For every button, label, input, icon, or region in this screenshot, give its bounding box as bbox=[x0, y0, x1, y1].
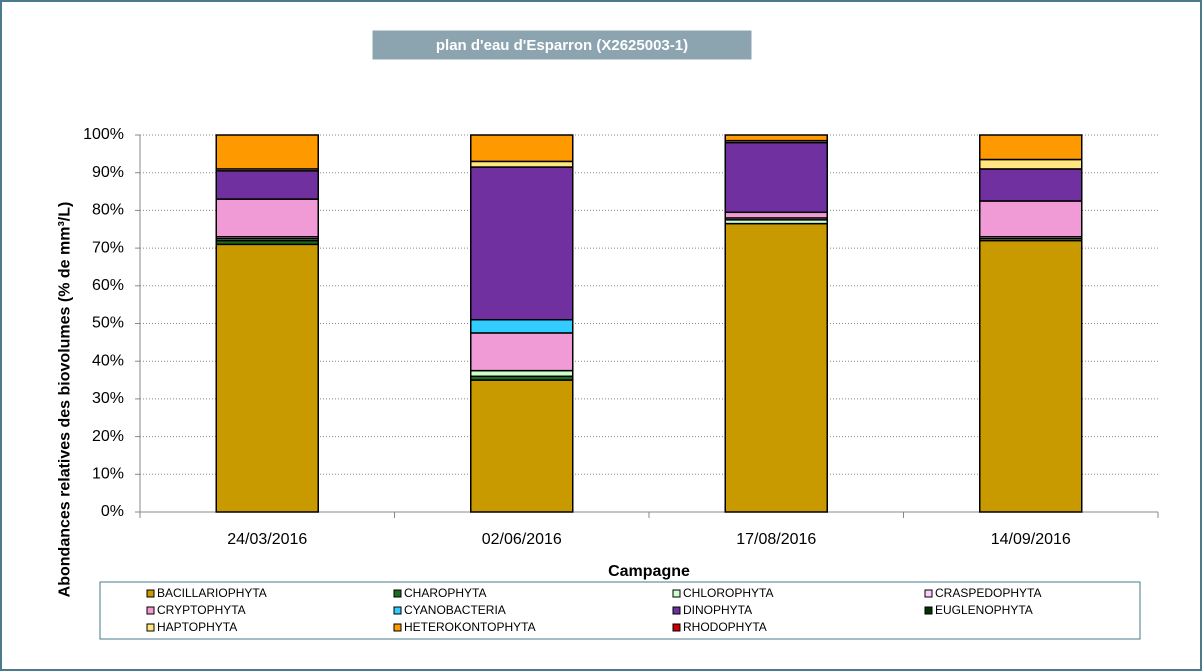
legend-label: EUGLENOPHYTA bbox=[935, 603, 1033, 617]
x-tick-label: 24/03/2016 bbox=[227, 531, 307, 548]
y-tick-label: 20% bbox=[92, 428, 124, 445]
legend-label: HETEROKONTOPHYTA bbox=[404, 620, 536, 634]
bar-segment bbox=[724, 141, 828, 214]
bar-segment bbox=[215, 243, 319, 513]
legend-swatch bbox=[672, 589, 681, 598]
legend-label: CHLOROPHYTA bbox=[683, 586, 773, 600]
y-tick-label: 0% bbox=[101, 503, 124, 520]
legend-swatch bbox=[393, 589, 402, 598]
bar-segment bbox=[979, 200, 1083, 238]
legend-swatch bbox=[146, 606, 155, 615]
legend-label: CRYPTOPHYTA bbox=[157, 603, 246, 617]
bar-segment bbox=[470, 379, 574, 513]
legend-box bbox=[99, 581, 1141, 640]
bar-segment bbox=[215, 170, 319, 200]
y-axis-label: Abondances relatives des biovolumes (% d… bbox=[56, 201, 74, 598]
y-tick-label: 60% bbox=[92, 277, 124, 294]
bar-segment bbox=[724, 222, 828, 513]
chart-title: plan d'eau d'Esparron (X2625003-1) bbox=[436, 37, 688, 54]
legend-swatch bbox=[393, 623, 402, 632]
y-tick-label: 70% bbox=[92, 239, 124, 256]
bar-segment bbox=[470, 134, 574, 163]
bar-segment bbox=[215, 198, 319, 238]
y-tick-label: 10% bbox=[92, 466, 124, 483]
bar-segment bbox=[724, 211, 828, 219]
bar-segment bbox=[470, 166, 574, 321]
legend-label: DINOPHYTA bbox=[683, 603, 752, 617]
legend-label: CRASPEDOPHYTA bbox=[935, 586, 1041, 600]
legend-label: CHAROPHYTA bbox=[404, 586, 486, 600]
legend-swatch bbox=[924, 589, 933, 598]
bar-segment bbox=[215, 134, 319, 170]
legend-label: HAPTOPHYTA bbox=[157, 620, 237, 634]
bar-segment bbox=[979, 158, 1083, 170]
y-tick-label: 30% bbox=[92, 390, 124, 407]
y-tick-label: 100% bbox=[83, 126, 124, 143]
bar-segment bbox=[979, 168, 1083, 202]
bar-segment bbox=[724, 134, 828, 142]
bar-segment bbox=[470, 160, 574, 168]
legend-swatch bbox=[672, 606, 681, 615]
bar-segment bbox=[470, 332, 574, 372]
legend-swatch bbox=[924, 606, 933, 615]
bar-segment bbox=[470, 369, 574, 378]
legend-swatch bbox=[146, 623, 155, 632]
title-box bbox=[371, 29, 753, 61]
legend-swatch bbox=[146, 589, 155, 598]
legend-swatch bbox=[393, 606, 402, 615]
y-tick-label: 90% bbox=[92, 164, 124, 181]
bar-segment bbox=[470, 318, 574, 334]
bar-segment bbox=[979, 239, 1083, 513]
x-tick-label: 14/09/2016 bbox=[991, 531, 1071, 548]
y-tick-label: 50% bbox=[92, 315, 124, 332]
legend-label: BACILLARIOPHYTA bbox=[157, 586, 267, 600]
bar-segment bbox=[979, 134, 1083, 161]
x-tick-label: 02/06/2016 bbox=[482, 531, 562, 548]
y-tick-label: 40% bbox=[92, 352, 124, 369]
legend-swatch bbox=[672, 623, 681, 632]
x-tick-label: 17/08/2016 bbox=[736, 531, 816, 548]
x-axis-label: Campagne bbox=[608, 563, 690, 580]
legend-label: CYANOBACTERIA bbox=[404, 603, 506, 617]
y-tick-label: 80% bbox=[92, 202, 124, 219]
legend-label: RHODOPHYTA bbox=[683, 620, 767, 634]
